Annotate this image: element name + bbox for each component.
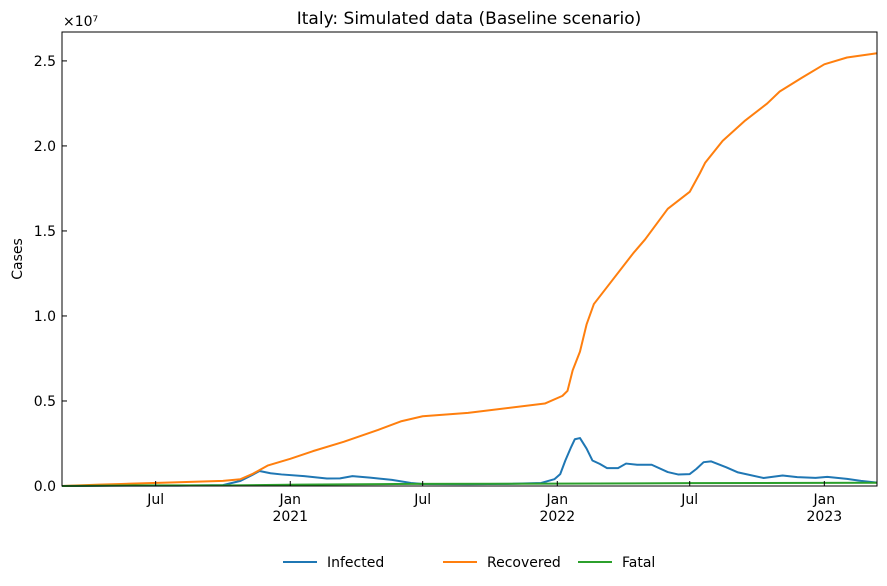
x-tick-label: Jul [680, 492, 698, 508]
series-layer [61, 52, 878, 487]
legend: Infected Recovered Fatal [283, 555, 655, 571]
legend-label-recovered: Recovered [487, 555, 561, 571]
series-line-fatal [61, 481, 878, 487]
chart-title: Italy: Simulated data (Baseline scenario… [297, 9, 642, 29]
y-tick-label: 1.5 [34, 224, 56, 240]
y-axis-label: Cases [10, 238, 26, 280]
x-tick-year-label: 2023 [807, 509, 843, 525]
y-tick-label: 0.0 [34, 479, 56, 495]
x-tick-label: Jan [545, 492, 568, 508]
x-tick-label: Jan [813, 492, 836, 508]
x-tick-label: Jul [413, 492, 431, 508]
series-line-infected [61, 437, 878, 487]
y-tick-label: 0.5 [34, 394, 56, 410]
series-line-recovered [61, 52, 878, 487]
x-tick-year-label: 2021 [272, 509, 308, 525]
y-tick-label: 2.5 [34, 54, 56, 70]
y-tick-label: 1.0 [34, 309, 56, 325]
x-tick-year-label: 2022 [539, 509, 575, 525]
y-multiplier-label: ×10⁷ [63, 14, 98, 30]
legend-label-infected: Infected [327, 555, 384, 571]
legend-label-fatal: Fatal [622, 555, 655, 571]
x-tick-label: Jan [278, 492, 301, 508]
plot-frame [61, 31, 878, 487]
y-tick-label: 2.0 [34, 139, 56, 155]
x-tick-label: Jul [146, 492, 164, 508]
